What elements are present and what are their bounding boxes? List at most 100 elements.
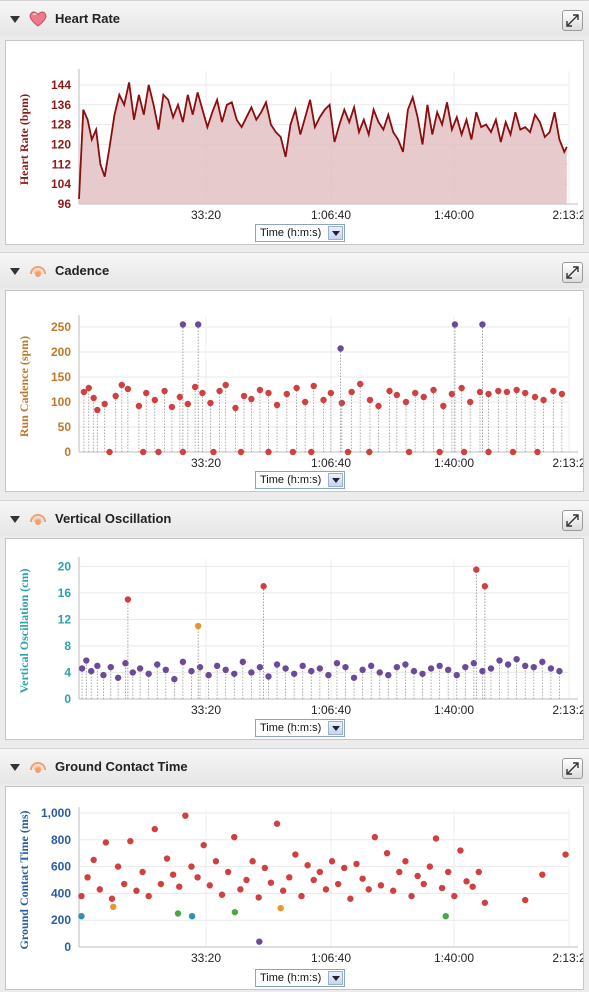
data-point bbox=[436, 448, 443, 456]
chevron-down-icon[interactable] bbox=[328, 721, 343, 735]
vertical-oscillation-chart: 20 16 12 8 4 0 33:20 1:06:40 1:40:00 2:13:2 Vertic… bbox=[17, 557, 583, 717]
data-point bbox=[504, 661, 512, 668]
data-point bbox=[213, 662, 221, 670]
data-point bbox=[88, 667, 95, 675]
x-axis-selector[interactable]: Time (h:m:s) bbox=[255, 969, 345, 987]
data-point bbox=[411, 389, 419, 397]
y-tick-label: 112 bbox=[52, 157, 72, 171]
expand-icon bbox=[566, 762, 579, 775]
data-point bbox=[184, 400, 192, 408]
y-tick-label: 50 bbox=[58, 420, 72, 434]
data-point bbox=[289, 448, 297, 456]
y-tick-label: 16 bbox=[58, 586, 72, 600]
expand-button[interactable] bbox=[562, 262, 583, 283]
data-point bbox=[290, 670, 298, 677]
data-point bbox=[222, 666, 229, 674]
runner-icon bbox=[30, 266, 46, 277]
data-point bbox=[124, 385, 132, 393]
data-point bbox=[199, 389, 206, 397]
highlight-point bbox=[110, 903, 117, 910]
chevron-down-icon[interactable] bbox=[328, 971, 343, 985]
expand-icon bbox=[566, 266, 579, 279]
data-point bbox=[393, 391, 401, 399]
data-point bbox=[467, 398, 474, 406]
expand-button[interactable] bbox=[562, 758, 583, 779]
x-tick-label: 1:06:40 bbox=[311, 456, 351, 470]
heart-rate-header[interactable]: Heart Rate bbox=[0, 0, 589, 36]
y-axis-title: Ground Contact Time (ms) bbox=[17, 810, 31, 949]
data-point bbox=[530, 663, 537, 671]
vertical-oscillation-section: Vertical Oscillation 20 16 12 8 4 0 33:20 1:06:… bbox=[0, 500, 589, 744]
highlight-point bbox=[337, 345, 344, 352]
data-point bbox=[256, 663, 264, 671]
data-point bbox=[341, 864, 348, 872]
data-point bbox=[255, 894, 262, 901]
x-axis-selector[interactable]: Time (h:m:s) bbox=[255, 719, 345, 737]
y-axis-title: Heart Rate (bpm) bbox=[17, 94, 31, 185]
data-point bbox=[218, 891, 226, 898]
data-point bbox=[438, 884, 446, 892]
data-point bbox=[481, 899, 489, 906]
data-point bbox=[419, 670, 426, 677]
data-point bbox=[96, 886, 103, 893]
data-point bbox=[562, 851, 569, 858]
collapse-arrow-icon[interactable] bbox=[10, 516, 20, 523]
data-point bbox=[145, 670, 152, 677]
data-point bbox=[161, 387, 168, 395]
data-point bbox=[322, 886, 330, 893]
x-axis-selector-label: Time (h:m:s) bbox=[260, 474, 322, 486]
x-tick-label: 1:06:40 bbox=[311, 703, 351, 717]
data-point bbox=[342, 663, 349, 671]
chevron-down-icon[interactable] bbox=[328, 473, 343, 487]
data-point bbox=[453, 671, 460, 679]
data-point bbox=[176, 883, 183, 890]
data-point bbox=[487, 665, 495, 672]
data-point bbox=[432, 835, 440, 842]
data-point bbox=[282, 665, 289, 672]
data-point bbox=[162, 666, 169, 674]
data-point bbox=[513, 386, 520, 394]
data-point bbox=[470, 659, 478, 667]
x-axis-selector[interactable]: Time (h:m:s) bbox=[255, 471, 345, 489]
data-point bbox=[410, 667, 418, 675]
data-point bbox=[135, 402, 143, 410]
data-point bbox=[222, 381, 229, 389]
collapse-arrow-icon[interactable] bbox=[10, 764, 20, 771]
expand-button[interactable] bbox=[562, 10, 583, 31]
section-title: Ground Contact Time bbox=[55, 759, 188, 774]
cadence-header[interactable]: Cadence bbox=[0, 252, 589, 288]
data-point bbox=[531, 393, 539, 401]
data-point bbox=[265, 448, 272, 456]
y-axis-title: Vertical Oscillation (cm) bbox=[17, 569, 31, 694]
data-point bbox=[118, 381, 125, 389]
heart-rate-chart: 144 136 128 120 112 104 96 33:20 1:06:40 1:40:00 2… bbox=[17, 69, 583, 222]
data-point bbox=[503, 388, 511, 396]
x-tick-label: 33:20 bbox=[191, 208, 221, 222]
y-tick-label: 12 bbox=[58, 612, 72, 626]
data-point bbox=[169, 871, 177, 878]
data-point bbox=[316, 665, 324, 672]
data-point bbox=[457, 847, 464, 854]
data-point bbox=[139, 448, 147, 456]
data-point bbox=[366, 448, 373, 456]
vertical-oscillation-header[interactable]: Vertical Oscillation bbox=[0, 500, 589, 536]
data-point bbox=[414, 872, 421, 880]
data-point bbox=[78, 892, 85, 900]
collapse-arrow-icon[interactable] bbox=[10, 268, 20, 275]
expand-button[interactable] bbox=[562, 510, 583, 531]
data-point bbox=[426, 863, 434, 870]
x-axis-selector-label: Time (h:m:s) bbox=[260, 722, 322, 734]
y-tick-label: 20 bbox=[58, 559, 72, 573]
data-point bbox=[210, 448, 217, 456]
data-point bbox=[308, 448, 315, 456]
ground-contact-time-header[interactable]: Ground Contact Time bbox=[0, 748, 589, 784]
data-point bbox=[205, 671, 212, 679]
x-tick-label: 2:13:2 bbox=[552, 951, 583, 965]
x-axis-selector[interactable]: Time (h:m:s) bbox=[255, 224, 345, 242]
chevron-down-icon[interactable] bbox=[328, 226, 343, 240]
collapse-arrow-icon[interactable] bbox=[10, 16, 20, 23]
data-point bbox=[292, 851, 299, 858]
y-tick-label: 104 bbox=[51, 177, 71, 191]
data-point bbox=[279, 887, 287, 894]
data-point bbox=[80, 388, 88, 396]
